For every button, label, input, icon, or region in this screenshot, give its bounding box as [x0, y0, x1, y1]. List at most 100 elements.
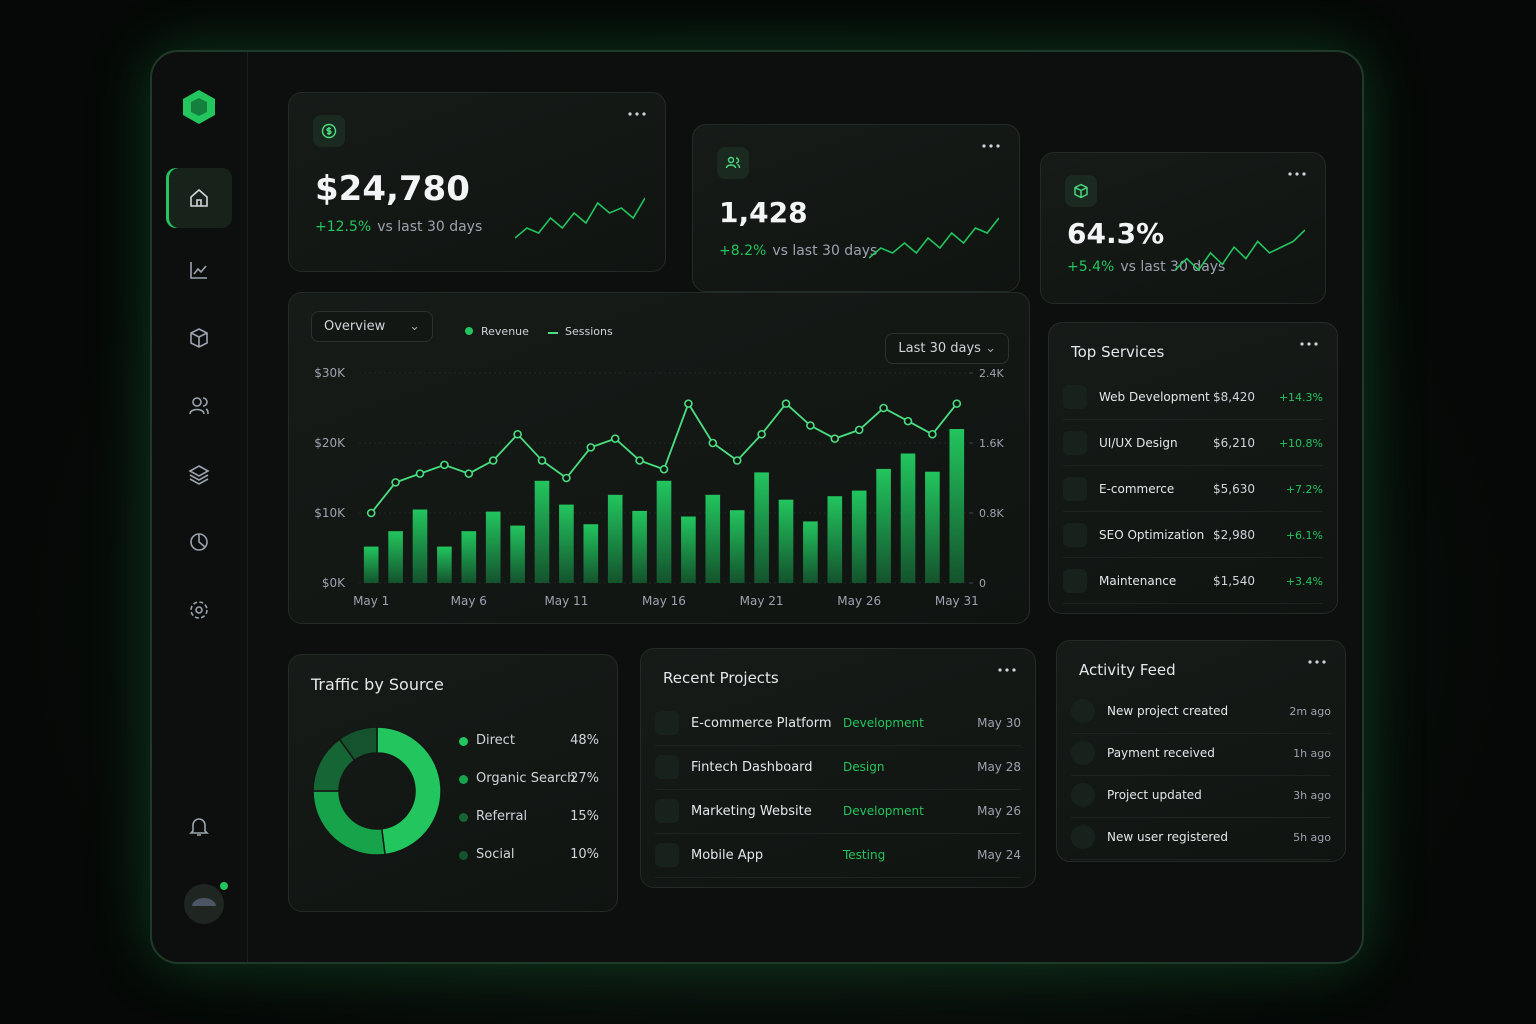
- overview-card: Overview ⌄ Last 30 days ⌄ $0K $10K $20K $30K…: [288, 292, 1030, 624]
- service-change: +3.4%: [1285, 574, 1323, 588]
- legend-marker: [465, 327, 473, 335]
- bar: [461, 531, 477, 583]
- nav-analytics[interactable]: [166, 240, 232, 300]
- activity-row[interactable]: Project updated 3h ago: [1071, 773, 1331, 818]
- bar: [534, 480, 550, 583]
- bar: [412, 509, 428, 583]
- x-tick-label: May 31: [935, 594, 979, 608]
- activity-text: Project updated: [1107, 788, 1202, 802]
- value-label: 48%: [570, 733, 599, 748]
- traffic-card: Traffic by Source Direct 48% Organic Searc…: [288, 654, 618, 912]
- service-row[interactable]: UI/UX Design $6,210 +10.8%: [1063, 421, 1323, 466]
- user-avatar[interactable]: [182, 878, 230, 926]
- line-point: [513, 429, 522, 439]
- menu-dot: [1307, 342, 1311, 346]
- project-row[interactable]: Marketing Website Development May 26: [655, 789, 1021, 834]
- service-amount: $6,210: [1213, 436, 1255, 450]
- activity-icon: [1071, 741, 1095, 765]
- more-menu[interactable]: [997, 667, 1017, 673]
- service-amount: $2,980: [1213, 528, 1255, 542]
- line-point: [757, 429, 766, 439]
- menu-dot: [1322, 660, 1326, 664]
- x-tick-label: May 11: [544, 594, 588, 608]
- project-row[interactable]: Mobile App Testing May 24: [655, 833, 1021, 878]
- project-row[interactable]: Fintech Dashboard Design May 28: [655, 745, 1021, 790]
- range-dropdown[interactable]: Last 30 days ⌄: [885, 333, 1009, 364]
- more-menu[interactable]: [981, 143, 1001, 149]
- project-name: E-commerce Platform: [691, 715, 832, 731]
- nav-reports[interactable]: [166, 512, 232, 572]
- activity-row[interactable]: New user registered 5h ago: [1071, 815, 1331, 860]
- project-status: Design: [843, 760, 885, 774]
- kpi-change: +5.4% vs last 30 days: [1067, 259, 1226, 276]
- logo: [183, 90, 215, 124]
- kpi-icon: [1065, 175, 1097, 207]
- service-name: UI/UX Design: [1099, 436, 1178, 450]
- line-point: [732, 456, 742, 465]
- line-point: [659, 464, 669, 474]
- nav-layers[interactable]: [166, 444, 232, 504]
- y-tick-label: $20K: [314, 436, 346, 450]
- nav-home[interactable]: [166, 168, 232, 228]
- sparkline: [1175, 229, 1305, 272]
- service-change: +10.8%: [1278, 436, 1323, 450]
- activity-icon: [1071, 699, 1095, 723]
- project-status: Development: [843, 804, 924, 818]
- legend-label: Direct: [476, 733, 515, 748]
- service-icon: [1063, 431, 1087, 455]
- activity-text: New project created: [1107, 704, 1229, 718]
- line-point: [610, 434, 620, 443]
- activity-icon: [1071, 825, 1095, 849]
- bar: [754, 472, 769, 583]
- recent-projects-card: Recent Projects E-commerce Platform Devel…: [640, 648, 1036, 888]
- line-point: [903, 416, 913, 426]
- bar: [437, 546, 452, 583]
- overview-dropdown[interactable]: Overview ⌄: [311, 311, 433, 342]
- y-tick-label: $30K: [314, 366, 346, 380]
- more-menu[interactable]: [1307, 659, 1327, 665]
- nav-settings[interactable]: [166, 580, 232, 640]
- menu-dot: [998, 668, 1002, 672]
- service-row[interactable]: Web Development $8,420 +14.3%: [1063, 375, 1323, 420]
- activity-row[interactable]: Payment received 1h ago: [1071, 731, 1331, 776]
- bar: [803, 521, 818, 583]
- donut-chart: [312, 726, 442, 856]
- line-point: [928, 429, 937, 439]
- bar: [705, 494, 721, 583]
- service-amount: $1,540: [1213, 574, 1255, 588]
- x-tick-label: May 21: [740, 594, 784, 608]
- line-point: [366, 508, 376, 518]
- service-row[interactable]: E-commerce $5,630 +7.2%: [1063, 467, 1323, 512]
- nav-users[interactable]: [166, 376, 232, 436]
- service-row[interactable]: SEO Optimization $2,980 +6.1%: [1063, 513, 1323, 558]
- more-menu[interactable]: [1287, 171, 1307, 177]
- bar: [949, 429, 965, 583]
- card-title: Activity Feed: [1079, 661, 1176, 679]
- menu-dot: [996, 144, 1000, 148]
- project-name: Mobile App: [691, 847, 764, 863]
- bar: [583, 524, 599, 583]
- line-point: [830, 434, 840, 443]
- x-tick-label: May 16: [642, 594, 686, 608]
- activity-row[interactable]: New project created 2m ago: [1071, 689, 1331, 734]
- project-row[interactable]: E-commerce Platform Development May 30: [655, 701, 1021, 746]
- line-point: [440, 460, 449, 470]
- menu-dot: [1012, 668, 1016, 672]
- card-title: Recent Projects: [663, 669, 779, 687]
- x-tick-label: May 1: [353, 594, 389, 608]
- nav-notifications[interactable]: [166, 796, 232, 856]
- more-menu[interactable]: [627, 111, 647, 117]
- more-menu[interactable]: [1299, 341, 1319, 347]
- service-amount: $5,630: [1213, 482, 1255, 496]
- menu-dot: [1308, 660, 1312, 664]
- nav-products[interactable]: [166, 308, 232, 368]
- kpi-icon: [717, 147, 749, 179]
- kpi-card: 1,428 +8.2% vs last 30 days: [692, 124, 1020, 292]
- service-icon: [1063, 569, 1087, 593]
- donut-segment: [376, 726, 442, 856]
- service-icon: [1063, 523, 1087, 547]
- service-row[interactable]: Maintenance $1,540 +3.4%: [1063, 559, 1323, 604]
- project-name: Fintech Dashboard: [691, 759, 813, 775]
